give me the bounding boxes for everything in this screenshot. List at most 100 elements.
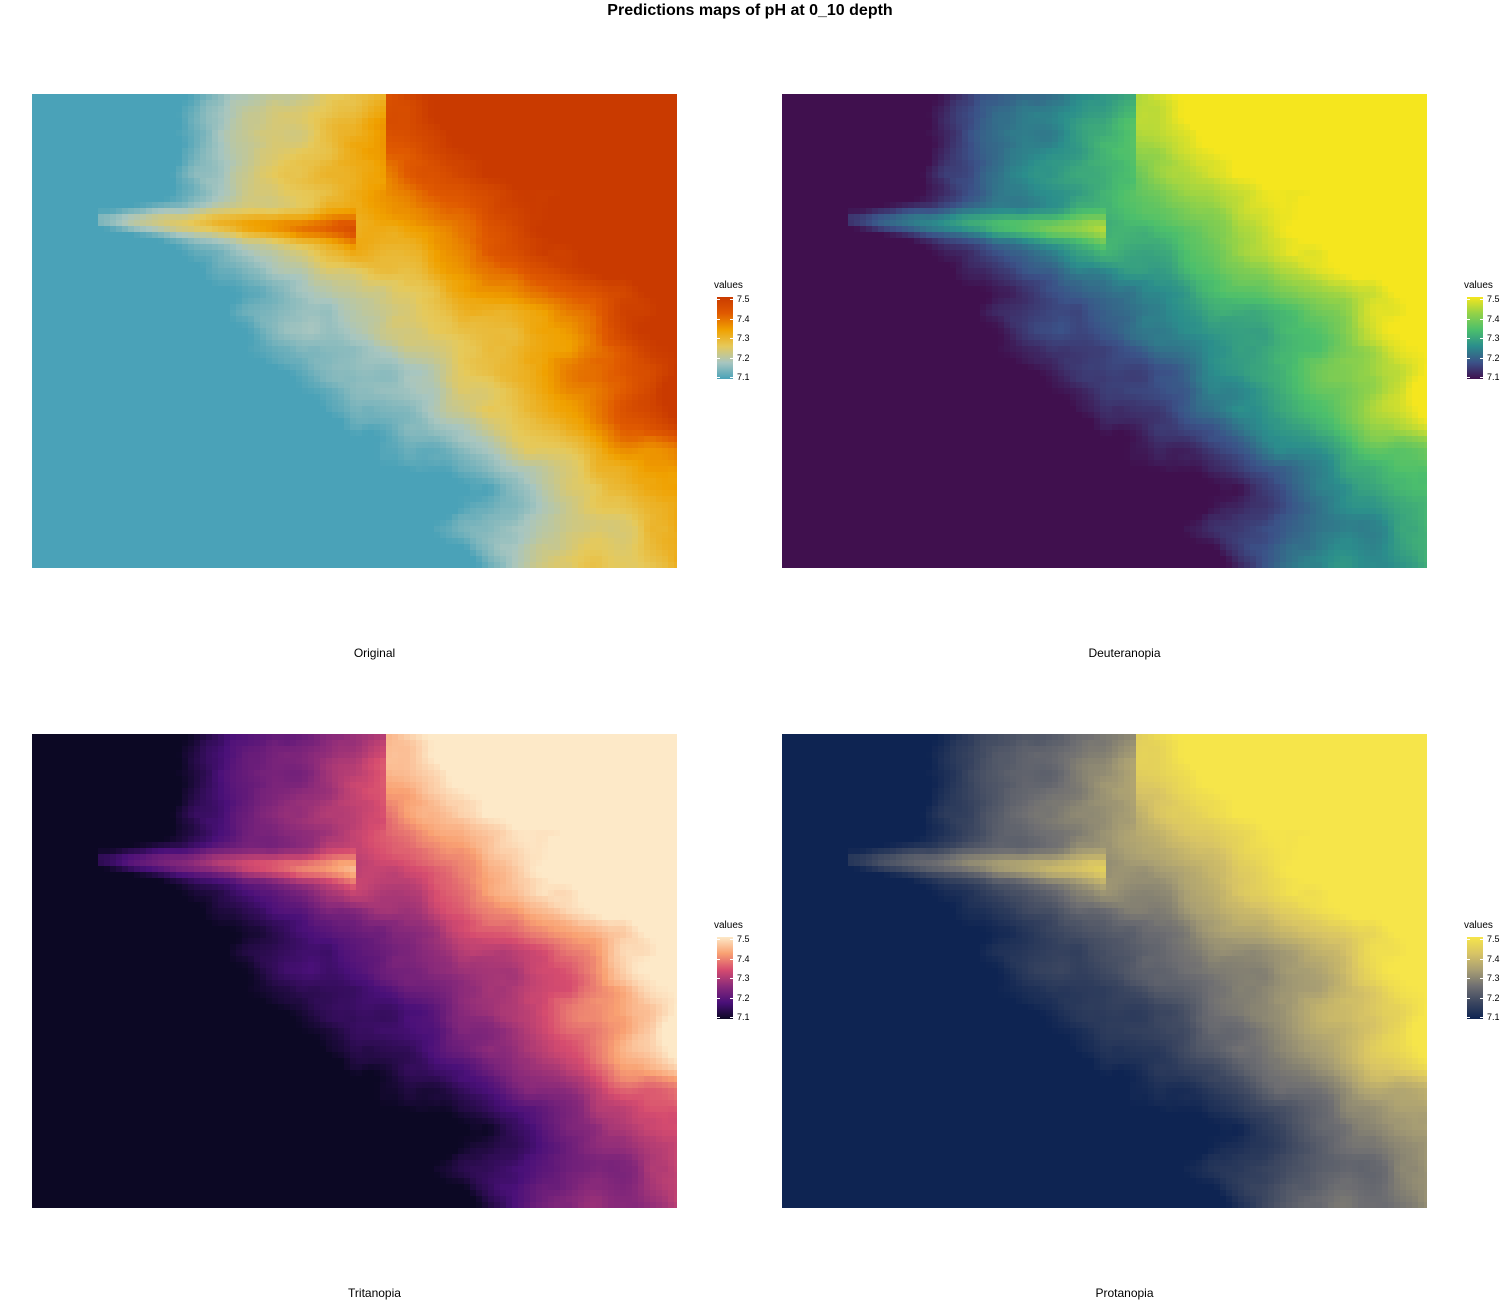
raster-cell bbox=[320, 316, 327, 323]
raster-cell bbox=[410, 190, 417, 197]
raster-cell bbox=[260, 166, 267, 173]
raster-cell bbox=[404, 358, 411, 365]
raster-cell bbox=[44, 184, 51, 191]
raster-cell bbox=[266, 172, 273, 179]
raster-cell bbox=[182, 172, 189, 179]
raster-cell bbox=[392, 274, 399, 281]
raster-cell bbox=[656, 94, 663, 101]
raster-cell bbox=[554, 166, 561, 173]
raster-cell bbox=[176, 310, 183, 317]
raster-cell bbox=[368, 334, 375, 341]
raster-cell bbox=[302, 304, 309, 311]
raster-cell bbox=[392, 244, 399, 251]
raster-cell bbox=[632, 346, 639, 353]
raster-cell bbox=[218, 310, 225, 317]
raster-cell bbox=[134, 130, 141, 137]
raster-cell bbox=[32, 322, 39, 329]
raster-cell bbox=[494, 124, 501, 131]
raster-cell bbox=[548, 364, 555, 371]
raster-cell bbox=[578, 196, 585, 203]
raster-cell bbox=[386, 232, 393, 239]
raster-cell bbox=[206, 100, 213, 107]
raster-cell bbox=[254, 334, 261, 341]
raster-cell bbox=[590, 352, 597, 359]
raster-cell bbox=[356, 238, 363, 245]
raster-cell bbox=[362, 160, 369, 167]
raster-cell bbox=[146, 202, 153, 209]
raster-cell bbox=[458, 358, 465, 365]
raster-cell bbox=[284, 322, 291, 329]
raster-cell bbox=[152, 94, 159, 101]
raster-cell bbox=[224, 274, 231, 281]
raster-cell bbox=[536, 172, 543, 179]
raster-cell bbox=[554, 196, 561, 203]
raster-cell bbox=[344, 328, 351, 335]
raster-cell bbox=[392, 232, 399, 239]
raster-cell bbox=[86, 346, 93, 353]
raster-cell bbox=[248, 208, 255, 215]
raster-cell bbox=[602, 184, 609, 191]
raster-cell bbox=[164, 274, 171, 281]
raster-cell bbox=[566, 322, 573, 329]
raster-cell bbox=[524, 346, 531, 353]
raster-cell bbox=[614, 274, 621, 281]
raster-cell bbox=[536, 346, 543, 353]
raster-cell bbox=[200, 148, 207, 155]
raster-cell bbox=[194, 196, 201, 203]
raster-cell bbox=[632, 238, 639, 245]
raster-cell bbox=[470, 124, 477, 131]
raster-cell bbox=[482, 148, 489, 155]
raster-cell bbox=[530, 214, 537, 221]
raster-cell bbox=[350, 130, 357, 137]
raster-cell bbox=[644, 160, 651, 167]
raster-cell bbox=[74, 178, 81, 185]
raster-cell bbox=[524, 280, 531, 287]
raster-cell bbox=[464, 328, 471, 335]
raster-cell bbox=[320, 298, 327, 305]
raster-cell bbox=[308, 256, 315, 263]
raster-cell bbox=[410, 340, 417, 347]
raster-cell bbox=[434, 268, 441, 275]
raster-cell bbox=[470, 334, 477, 341]
raster-cell bbox=[536, 340, 543, 347]
raster-cell bbox=[38, 184, 45, 191]
raster-cell bbox=[644, 334, 651, 341]
raster-cell bbox=[398, 334, 405, 341]
raster-cell bbox=[668, 304, 675, 311]
raster-cell bbox=[44, 178, 51, 185]
raster-cell bbox=[110, 154, 117, 161]
raster-cell bbox=[272, 304, 279, 311]
raster-cell bbox=[254, 202, 261, 209]
raster-cell bbox=[572, 154, 579, 161]
raster-cell bbox=[596, 148, 603, 155]
raster-cell bbox=[80, 124, 87, 131]
raster-cell bbox=[218, 196, 225, 203]
raster-cell bbox=[392, 220, 399, 227]
raster-cell bbox=[482, 316, 489, 323]
raster-cell bbox=[602, 310, 609, 317]
raster-cell bbox=[464, 154, 471, 161]
raster-cell bbox=[332, 136, 339, 143]
raster-cell bbox=[644, 250, 651, 257]
raster-cell bbox=[146, 256, 153, 263]
raster-cell bbox=[476, 340, 483, 347]
raster-cell bbox=[638, 292, 645, 299]
raster-cell bbox=[620, 274, 627, 281]
raster-cell bbox=[506, 250, 513, 257]
raster-cell bbox=[536, 196, 543, 203]
raster-cell bbox=[302, 346, 309, 353]
raster-cell bbox=[128, 364, 135, 371]
raster-cell bbox=[386, 244, 393, 251]
raster-cell bbox=[602, 256, 609, 263]
raster-cell bbox=[320, 346, 327, 353]
raster-cell bbox=[446, 214, 453, 221]
raster-cell bbox=[566, 346, 573, 353]
raster-cell bbox=[86, 130, 93, 137]
raster-cell bbox=[260, 328, 267, 335]
raster-cell bbox=[242, 286, 249, 293]
raster-cell bbox=[428, 172, 435, 179]
raster-cell bbox=[584, 148, 591, 155]
raster-cell bbox=[308, 364, 315, 371]
raster-cell bbox=[392, 250, 399, 257]
raster-cell bbox=[596, 364, 603, 371]
